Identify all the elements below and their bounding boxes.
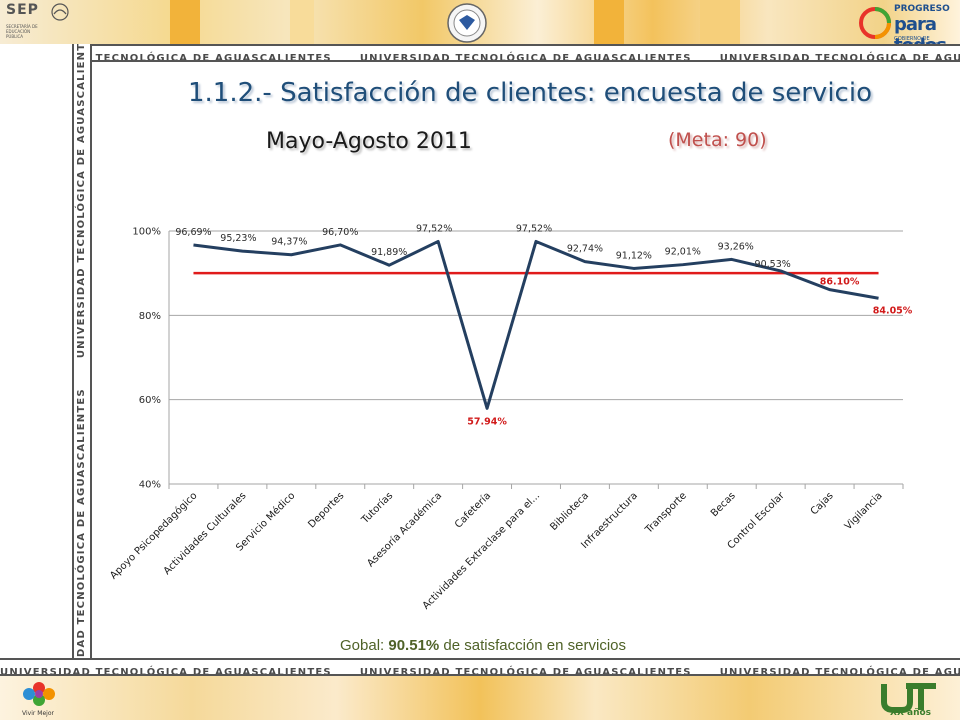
data-label: 97,52% <box>516 223 552 234</box>
sep-logo-text: SEP <box>6 2 39 18</box>
y-tick-label: 40% <box>139 480 161 491</box>
ut-xx-anniversary-logo: XX años <box>876 678 946 720</box>
data-label: 96,69% <box>175 227 211 238</box>
data-label: 94,37% <box>271 237 307 248</box>
vivir-mejor-logo: Vivir Mejor <box>16 678 62 720</box>
global-satisfaction-note: Gobal: 90.51% de satisfacción en servici… <box>340 637 626 654</box>
global-suffix: de satisfacción en servicios <box>439 637 627 654</box>
global-prefix: Gobal: <box>340 637 389 654</box>
satisfaction-line-chart: 40% 60% 80% 100% Apoyo PsicopedagógicoActivi… <box>108 223 913 611</box>
category-label: Apoyo Psicopedagógico <box>108 490 200 582</box>
university-name-strip-bottom: UNIVERSIDAD TECNOLÓGICA DE AGUASCALIENTE… <box>0 658 960 676</box>
data-label: 93,26% <box>718 241 754 252</box>
data-label: 92,74% <box>567 244 603 255</box>
data-label: 97,52% <box>416 223 452 234</box>
progreso-para-todos-logo: PROGRESO para todos GOBIERNO DE AGUASCAL… <box>858 2 958 56</box>
category-label: Deportes <box>306 490 346 530</box>
period-subtitle: Mayo-Agosto 2011 <box>266 129 472 154</box>
university-name-strip-top: UNIVERSIDAD TECNOLÓGICA DE AGUASCALIENTE… <box>0 44 960 62</box>
series-line <box>193 239 879 410</box>
goal-label: (Meta: 90) <box>668 129 767 151</box>
mexico-eagle-icon <box>51 3 69 21</box>
y-tick-label: 60% <box>139 395 161 406</box>
university-name-strip-vertical <box>72 44 92 720</box>
data-label: 90,53% <box>755 259 791 270</box>
data-label: 91,89% <box>371 247 407 258</box>
ut-seal-icon <box>447 3 487 43</box>
page-title: 1.1.2.- Satisfacción de clientes: encues… <box>188 78 872 108</box>
global-value: 90.51% <box>388 637 440 654</box>
category-label: Cafetería <box>452 490 493 531</box>
data-label: 96,70% <box>322 227 358 238</box>
progreso-swirl-icon <box>859 7 891 39</box>
category-label: Vigilancia <box>843 490 885 532</box>
ut-xx-icon <box>881 683 936 713</box>
data-label: 92,01% <box>665 247 701 258</box>
category-label: Cajas <box>809 490 836 517</box>
progreso-text: PROGRESO <box>894 4 950 14</box>
vivir-mejor-flower-icon <box>23 682 55 706</box>
left-margin <box>0 44 72 676</box>
data-label: 57.94% <box>467 416 507 427</box>
sep-logo: SEP SECRETARÍA DE EDUCACIÓN PÚBLICA <box>6 2 70 42</box>
y-tick-label: 100% <box>132 227 161 238</box>
ut-xx-text: XX años <box>890 708 932 718</box>
category-label: Becas <box>709 490 738 519</box>
category-label: Actividades Culturales <box>162 490 249 577</box>
category-label: Tutorías <box>358 490 395 527</box>
vivir-mejor-text: Vivir Mejor <box>22 710 54 717</box>
data-label: 91,12% <box>616 250 652 261</box>
category-label: Transporte <box>643 490 689 536</box>
vertical-strip-text: UNIVERSIDAD TECNOLÓGICA DE AGUASCALIENTE… <box>76 44 87 720</box>
bottom-banner <box>0 676 960 720</box>
ut-seal-logo <box>442 2 492 44</box>
data-label: 86.10% <box>820 277 860 288</box>
sep-logo-subtext: SECRETARÍA DE EDUCACIÓN PÚBLICA <box>6 24 38 39</box>
category-label: Biblioteca <box>548 490 591 533</box>
data-label: 95,23% <box>220 233 256 244</box>
data-label: 84.05% <box>873 305 913 316</box>
y-tick-label: 80% <box>139 311 161 322</box>
